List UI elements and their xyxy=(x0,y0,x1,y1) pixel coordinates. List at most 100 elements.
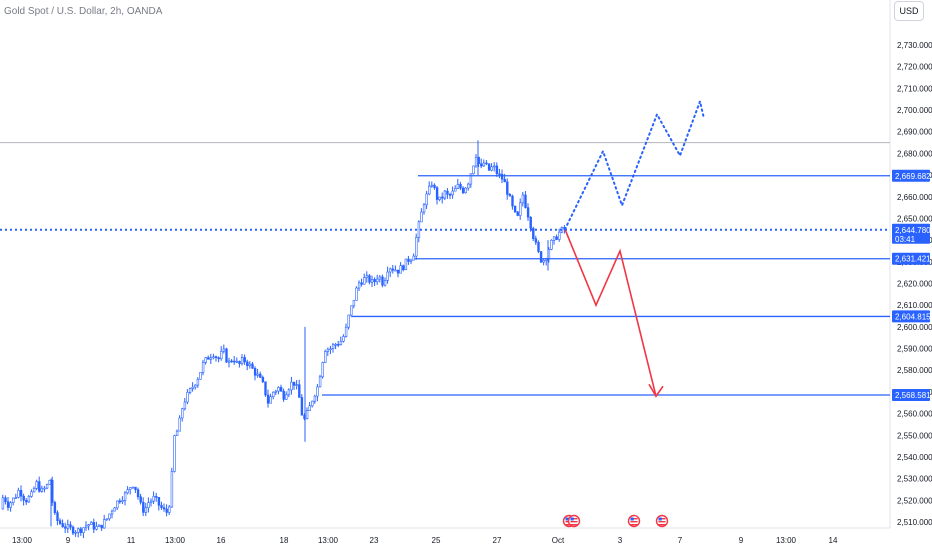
candle-body xyxy=(277,387,280,392)
candle-body xyxy=(144,507,148,513)
candle-body xyxy=(74,531,77,534)
candle xyxy=(90,521,93,525)
candle xyxy=(82,527,85,539)
candle xyxy=(441,192,444,204)
candle xyxy=(64,522,67,533)
candle-body xyxy=(183,401,187,410)
candle-body xyxy=(480,163,483,167)
candle-body xyxy=(256,373,259,376)
flag-stripe xyxy=(570,518,578,520)
price-axis: 2,510.000 2,520.000 2,530.000 2,540.000 2,55… xyxy=(897,41,932,527)
candle-body xyxy=(313,395,317,402)
candle xyxy=(235,357,239,364)
x-tick-label: 14 xyxy=(829,536,838,545)
candle xyxy=(386,266,389,284)
candle xyxy=(58,518,62,525)
x-tick-label: 13:00 xyxy=(12,536,33,545)
candle-body xyxy=(71,526,75,534)
candle xyxy=(147,497,150,513)
candle xyxy=(438,196,441,202)
candle xyxy=(217,356,220,363)
candle xyxy=(266,389,270,408)
candle-body xyxy=(503,178,506,183)
flag-canton xyxy=(565,517,569,521)
candle xyxy=(344,323,348,338)
candle xyxy=(412,253,415,261)
candle-body xyxy=(178,417,181,432)
y-tick-label: 2,550.000 xyxy=(897,431,932,440)
candle xyxy=(508,192,512,197)
candle-body xyxy=(342,336,345,342)
candle xyxy=(417,220,421,243)
candle xyxy=(287,388,291,398)
candle-body xyxy=(113,507,116,512)
candle xyxy=(357,280,361,292)
candle xyxy=(118,498,122,504)
candle xyxy=(409,258,413,265)
candle xyxy=(467,182,470,191)
x-tick-label: 7 xyxy=(678,536,683,545)
candle-body xyxy=(324,351,327,363)
candle xyxy=(519,198,522,220)
candle-body xyxy=(181,408,184,419)
candle xyxy=(225,347,228,363)
candle xyxy=(121,496,124,505)
candle-body xyxy=(196,379,200,386)
candle xyxy=(87,523,90,531)
candle-body xyxy=(532,227,535,239)
candle-body xyxy=(95,526,98,530)
candle xyxy=(422,203,426,215)
level-price-label-bg xyxy=(892,388,930,401)
candle xyxy=(35,479,38,491)
candle xyxy=(253,366,257,381)
candle xyxy=(454,185,457,192)
flag-stripe xyxy=(570,521,578,523)
candle xyxy=(48,479,51,485)
candle-body xyxy=(30,491,33,497)
candle-body xyxy=(40,487,44,492)
economic-event-flag xyxy=(567,514,581,528)
x-tick-label: 13:00 xyxy=(165,536,186,545)
candle-body xyxy=(373,279,376,283)
candle-body xyxy=(269,396,272,404)
candle-body xyxy=(209,357,213,360)
candle xyxy=(105,518,109,522)
candle xyxy=(300,394,304,416)
candle xyxy=(25,498,28,505)
candle xyxy=(186,389,189,405)
candle-body xyxy=(482,162,486,167)
candle xyxy=(183,397,187,411)
candle-body xyxy=(48,480,51,485)
candle xyxy=(282,388,285,402)
currency-button[interactable]: USD xyxy=(894,1,924,21)
candle-body xyxy=(160,504,163,509)
candle-body xyxy=(420,211,423,223)
candle-body xyxy=(238,360,241,364)
y-tick-label: 2,690.000 xyxy=(897,128,932,137)
candle xyxy=(264,381,267,397)
level-price-label: 2,604.815 xyxy=(892,310,931,323)
candle-body xyxy=(19,490,23,497)
candle-body xyxy=(534,238,538,243)
candle-body xyxy=(103,519,106,529)
candle xyxy=(464,187,467,194)
candle xyxy=(347,314,350,330)
candle xyxy=(305,407,309,420)
candle xyxy=(402,264,405,272)
candle xyxy=(308,401,311,411)
candle xyxy=(12,497,15,506)
level-price-label-bg xyxy=(892,310,930,323)
candle xyxy=(196,377,200,388)
candle-body xyxy=(516,211,519,216)
x-tick-label: 18 xyxy=(280,536,289,545)
candle-body xyxy=(446,190,449,195)
candle xyxy=(524,190,527,209)
candle-body xyxy=(188,388,192,393)
candle xyxy=(290,376,293,395)
candle-body xyxy=(550,240,553,250)
candle-body xyxy=(558,231,561,240)
candle-body xyxy=(4,497,7,503)
y-tick-label: 2,700.000 xyxy=(897,106,932,115)
candle xyxy=(539,250,543,264)
